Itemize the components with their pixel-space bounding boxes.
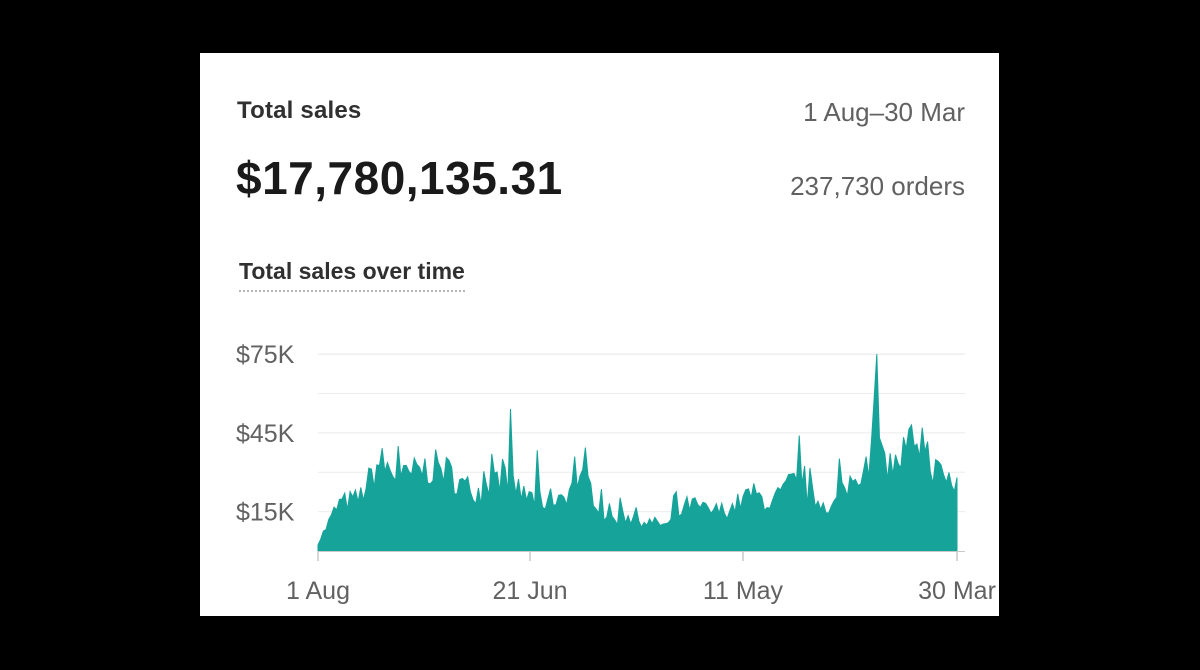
x-tick-label: 21 Jun bbox=[492, 577, 567, 605]
sales-series-area bbox=[317, 354, 958, 552]
y-tick-label: $45K bbox=[236, 420, 295, 448]
x-tick-label: 1 Aug bbox=[286, 577, 350, 605]
date-range: 1 Aug–30 Mar bbox=[803, 97, 965, 127]
y-tick-label: $15K bbox=[236, 499, 295, 527]
sales-area-chart: $15K $45K $75K 1 Aug 21 Jun 11 May 30 Mar bbox=[236, 341, 996, 605]
total-sales-value: $17,780,135.31 bbox=[236, 152, 563, 204]
orders-count: 237,730 orders bbox=[790, 171, 965, 201]
x-tick-label: 11 May bbox=[703, 577, 784, 605]
chart-title[interactable]: Total sales over time bbox=[239, 258, 465, 292]
total-sales-card: Total sales 1 Aug–30 Mar $17,780,135.31 … bbox=[200, 53, 999, 616]
x-tick-label: 30 Mar bbox=[918, 577, 996, 605]
card-title: Total sales bbox=[237, 97, 362, 124]
baseline-band bbox=[318, 547, 957, 551]
y-tick-label: $75K bbox=[236, 341, 295, 369]
